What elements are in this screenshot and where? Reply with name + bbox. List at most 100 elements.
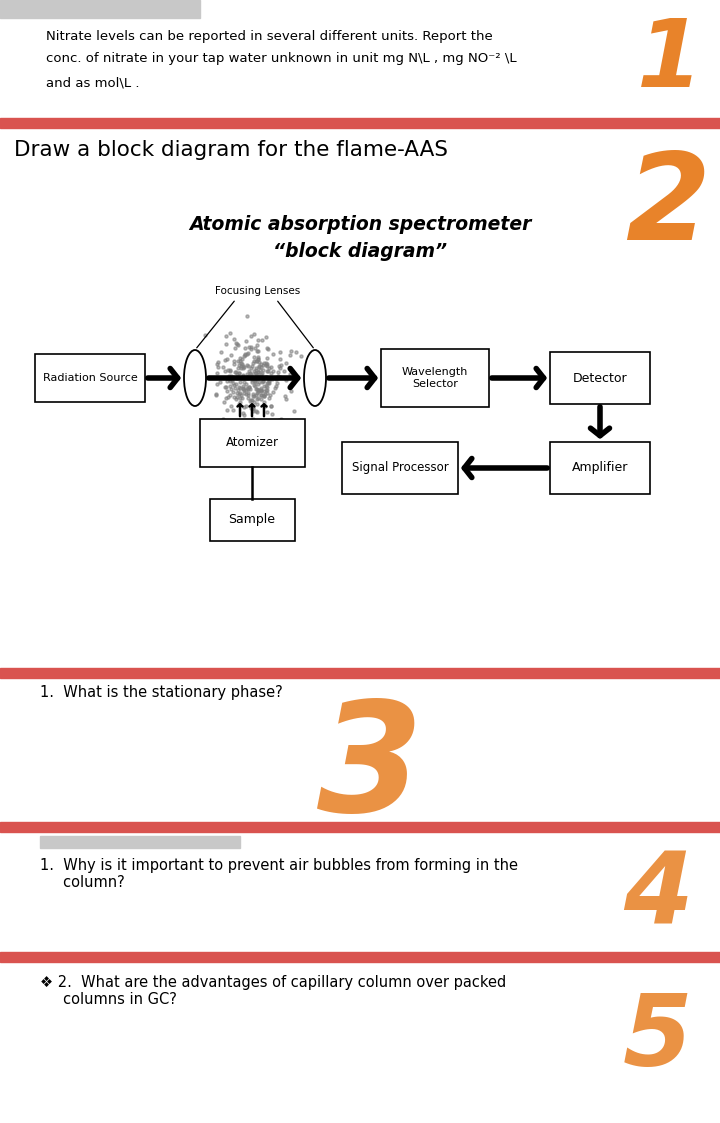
Point (255, 355, 266, 373)
Point (215, 343, 227, 360)
Point (248, 387, 259, 405)
Point (285, 382, 297, 400)
Text: conc. of nitrate in your tap water unknown in unit mg N\L , mg NO⁻² \L: conc. of nitrate in your tap water unkno… (46, 52, 517, 65)
Point (234, 351, 246, 369)
Point (273, 411, 284, 429)
Point (251, 366, 262, 384)
Point (266, 398, 277, 416)
Point (275, 356, 287, 374)
Point (233, 356, 245, 374)
Point (274, 350, 286, 368)
Point (236, 390, 248, 408)
Point (315, 385, 327, 403)
Point (243, 386, 254, 404)
Point (235, 393, 246, 411)
Point (262, 374, 274, 392)
Point (267, 363, 279, 381)
Ellipse shape (304, 350, 326, 407)
Point (230, 390, 242, 408)
Point (237, 366, 248, 384)
Point (253, 358, 265, 376)
Point (240, 332, 252, 350)
Text: Amplifier: Amplifier (572, 462, 628, 475)
Point (248, 348, 259, 366)
Point (242, 384, 253, 402)
Point (212, 358, 224, 376)
Point (250, 381, 261, 399)
Point (223, 367, 235, 385)
Point (264, 359, 275, 377)
Point (253, 348, 264, 366)
Point (261, 381, 273, 399)
Point (255, 390, 266, 408)
Text: Wavelength
Selector: Wavelength Selector (402, 367, 468, 389)
Point (255, 382, 266, 400)
Point (258, 372, 269, 390)
Text: ❖ 2.  What are the advantages of capillary column over packed
     columns in GC: ❖ 2. What are the advantages of capillar… (40, 975, 506, 1007)
Point (235, 356, 247, 374)
Point (238, 357, 249, 375)
Point (247, 371, 258, 389)
Point (248, 363, 260, 381)
Point (230, 334, 241, 351)
Point (253, 341, 264, 359)
Point (274, 367, 286, 385)
Point (245, 400, 256, 418)
Point (254, 362, 266, 380)
Point (224, 362, 235, 380)
Point (250, 364, 261, 382)
Point (251, 353, 263, 371)
Point (253, 368, 264, 386)
Point (244, 381, 256, 399)
Text: Nitrate levels can be reported in several different units. Report the: Nitrate levels can be reported in severa… (46, 30, 492, 43)
Point (233, 385, 245, 403)
Point (261, 357, 273, 375)
Point (258, 362, 269, 380)
Point (220, 336, 232, 354)
Point (235, 369, 247, 387)
Point (220, 378, 231, 396)
Point (199, 326, 211, 344)
Point (228, 375, 239, 393)
Point (221, 349, 233, 367)
Point (228, 389, 240, 407)
Point (211, 364, 222, 382)
Point (238, 398, 249, 416)
Point (258, 393, 269, 411)
Text: 5: 5 (624, 990, 693, 1087)
Ellipse shape (184, 350, 206, 407)
Point (273, 367, 284, 385)
Point (246, 340, 257, 358)
Point (251, 390, 263, 408)
Point (245, 391, 256, 409)
Point (235, 354, 247, 372)
Text: Draw a block diagram for the flame-AAS: Draw a block diagram for the flame-AAS (14, 140, 448, 159)
Point (274, 344, 286, 362)
Point (266, 369, 278, 387)
Point (262, 340, 274, 358)
Point (252, 363, 264, 381)
Point (286, 341, 297, 359)
FancyBboxPatch shape (35, 354, 145, 402)
Point (253, 383, 264, 401)
Point (224, 371, 235, 389)
Point (253, 367, 264, 385)
Point (274, 357, 285, 375)
Point (255, 365, 266, 383)
Point (249, 372, 261, 390)
Point (248, 399, 259, 417)
Point (243, 367, 254, 385)
Point (210, 386, 221, 404)
Text: Focusing Lenses: Focusing Lenses (215, 286, 301, 296)
FancyBboxPatch shape (550, 442, 650, 494)
Point (255, 385, 266, 403)
Point (258, 387, 269, 405)
Point (188, 351, 199, 369)
Point (256, 373, 268, 391)
Point (230, 378, 241, 396)
Point (261, 374, 273, 392)
Point (231, 389, 243, 407)
Point (251, 395, 262, 413)
Point (258, 382, 270, 400)
Point (224, 386, 235, 404)
